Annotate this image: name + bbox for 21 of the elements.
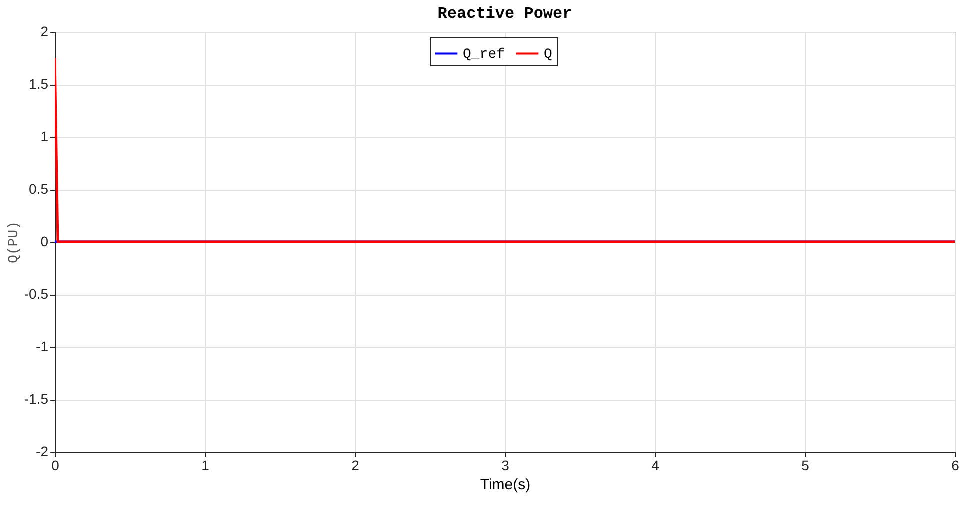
y-tick-label: 2 bbox=[40, 24, 49, 40]
y-axis-title: Q(PU) bbox=[6, 221, 22, 264]
y-tick-label: 1 bbox=[40, 128, 49, 144]
x-tick-label: 5 bbox=[802, 458, 810, 474]
x-tick-label: 3 bbox=[502, 458, 510, 474]
x-tick-label: 4 bbox=[652, 458, 660, 474]
y-tick-label: -1.5 bbox=[24, 391, 49, 407]
y-tick-label: -0.5 bbox=[24, 286, 49, 302]
x-tick-label: 2 bbox=[352, 458, 360, 474]
chart-title: Reactive Power bbox=[438, 5, 572, 23]
x-axis-title: Time(s) bbox=[480, 476, 531, 494]
x-tick-label: 1 bbox=[202, 458, 210, 474]
legend-label: Q bbox=[544, 46, 552, 63]
y-tick-label: 0 bbox=[40, 234, 49, 250]
y-tick-label: -1 bbox=[36, 338, 49, 354]
x-tick-label: 6 bbox=[952, 458, 960, 474]
y-tick-label: 0.5 bbox=[29, 181, 49, 197]
legend-label: Q_ref bbox=[463, 46, 506, 63]
y-tick-label: -2 bbox=[36, 444, 49, 460]
x-tick-label: 0 bbox=[52, 458, 60, 474]
y-tick-label: 1.5 bbox=[29, 76, 49, 92]
